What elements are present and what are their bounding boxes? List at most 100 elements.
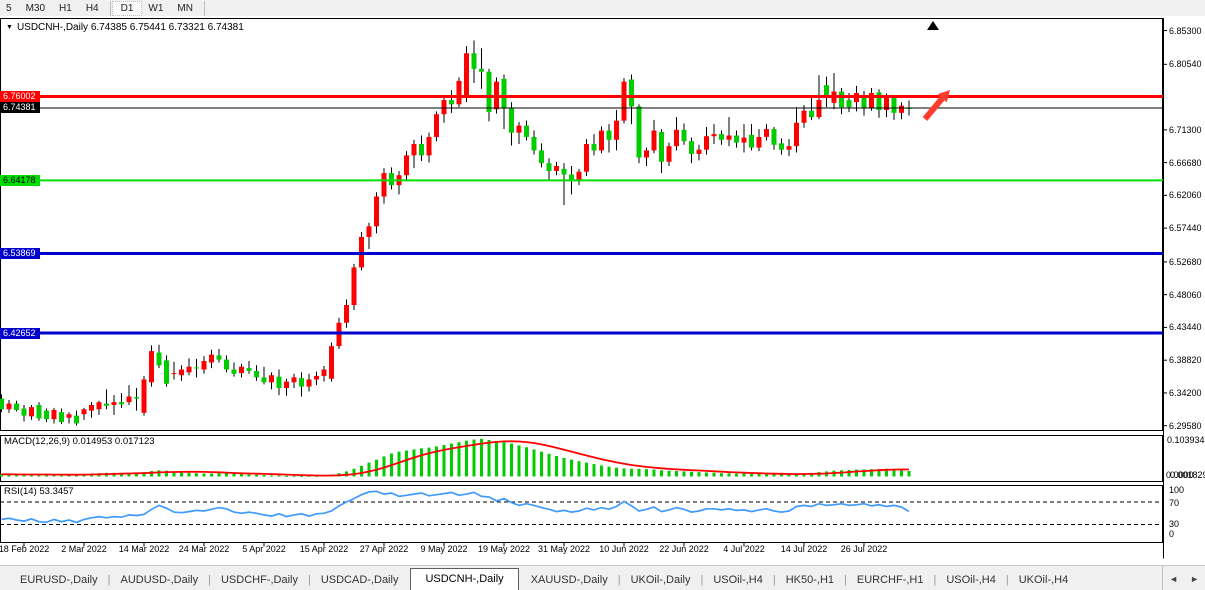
date-axis-label: 10 Jun 2022: [599, 544, 649, 554]
candlestick: [644, 150, 649, 158]
tab-separator: |: [933, 574, 937, 586]
macd-histogram-bar: [127, 473, 131, 477]
candlestick: [636, 106, 642, 158]
macd-histogram-bar: [330, 474, 333, 477]
chart-tab-ukoildaily[interactable]: UKOil-,Daily: [630, 574, 691, 586]
macd-histogram-bar: [315, 475, 318, 477]
macd-histogram-bar: [787, 474, 791, 477]
support-line-blue-2-badge[interactable]: 6.42652: [0, 327, 40, 339]
tab-separator: |: [844, 574, 847, 586]
macd-histogram-bar: [570, 459, 573, 477]
candlestick: [111, 402, 117, 406]
macd-histogram-bar: [795, 473, 798, 477]
macd-histogram-bar: [427, 447, 431, 477]
price-axis-label: 6.71300: [1169, 124, 1202, 135]
candlestick: [299, 378, 304, 387]
chart-tab-eurusddaily[interactable]: EURUSD-,Daily: [20, 574, 98, 586]
candlestick: [659, 131, 664, 162]
timeframe-button-w1[interactable]: W1: [148, 2, 164, 14]
timeframe-button-h1[interactable]: H1: [59, 2, 72, 14]
candlestick: [606, 130, 612, 140]
macd-histogram-bar: [540, 451, 543, 477]
candlestick: [614, 120, 619, 140]
symbol-dropdown-icon[interactable]: ▼: [6, 24, 13, 31]
chart-tab-ukoilh4[interactable]: UKOil-,H4: [1018, 574, 1069, 586]
date-axis-label: 5 Apr 2022: [242, 544, 286, 554]
timeframe-button-m30[interactable]: M30: [25, 2, 46, 14]
macd-histogram-bar: [577, 461, 581, 477]
macd-histogram-bar: [585, 462, 588, 477]
macd-histogram-bar: [472, 439, 476, 477]
support-line-green-badge[interactable]: 6.64178: [0, 174, 40, 186]
resistance-line-red-badge[interactable]: 6.76002: [0, 91, 40, 102]
macd-histogram-bar: [180, 472, 183, 477]
tab-separator: |: [208, 574, 211, 586]
chart-tab-hk50h1[interactable]: HK50-,H1: [785, 574, 834, 586]
candlestick: [524, 125, 529, 137]
current-price-line-badge[interactable]: 6.74381: [0, 102, 40, 114]
macd-histogram-bar: [885, 468, 888, 477]
date-axis-label: 31 May 2022: [537, 544, 591, 554]
candlestick: [479, 68, 484, 72]
macd-histogram-bar: [675, 471, 678, 477]
candlestick: [494, 81, 499, 110]
tab-separator: |: [617, 574, 621, 586]
chart-tab-audusddaily[interactable]: AUDUSD-,Daily: [120, 574, 199, 586]
candlestick: [96, 402, 102, 410]
macd-histogram-bar: [847, 469, 851, 477]
candlestick: [854, 92, 859, 103]
chart-tab-usdcaddaily[interactable]: USDCAD-,Daily: [320, 574, 399, 586]
rsi-line: [1, 490, 910, 524]
chart-region[interactable]: ▼ USDCNH-,Daily 6.74385 6.75441 6.73321 6…: [0, 16, 1205, 565]
chart-tab-xauusddaily[interactable]: XAUUSD-,Daily: [530, 574, 608, 586]
chart-tab-usoilh4[interactable]: USOil-,H4: [713, 574, 763, 586]
candlestick: [651, 130, 657, 151]
macd-histogram-bar: [802, 473, 806, 477]
tabs-scroll-right-icon[interactable]: ►: [1190, 573, 1199, 584]
date-axis-label: 14 Mar 2022: [118, 544, 170, 554]
macd-histogram-bar: [742, 473, 746, 477]
macd-histogram-bar: [307, 475, 311, 477]
price-axis-label: 6.52680: [1169, 256, 1202, 267]
macd-scale-max-label: 0.103934: [1167, 435, 1205, 445]
candlestick: [351, 267, 357, 306]
rsi-scale-label: 30: [1169, 519, 1180, 529]
candlestick: [704, 136, 709, 150]
chart-tab-eurchfh1[interactable]: EURCHF-,H1: [856, 574, 924, 586]
candlestick: [21, 408, 27, 416]
macd-histogram-bar: [547, 453, 551, 477]
candlestick: [119, 402, 124, 405]
candlestick: [696, 149, 702, 154]
timeframe-button-mn[interactable]: MN: [169, 0, 205, 16]
macd-histogram-bar: [165, 470, 168, 477]
macd-histogram-bar: [652, 469, 656, 477]
chart-tab-usdcnhdaily[interactable]: USDCNH-,Daily: [410, 568, 519, 590]
candlestick: [374, 196, 379, 227]
candlestick: [419, 144, 424, 156]
timeframe-button-h4[interactable]: H4: [78, 0, 111, 16]
macd-histogram-bar: [840, 470, 843, 477]
chart-tab-usoilh4[interactable]: USOil-,H4: [946, 574, 996, 586]
timeframe-button-5[interactable]: 5: [6, 2, 12, 14]
macd-indicator-label: MACD(12,26,9) 0.014953 0.017123: [4, 436, 155, 447]
timeframe-button-d1[interactable]: D1: [111, 0, 143, 16]
macd-histogram-bar: [495, 441, 498, 477]
macd-histogram-bar: [195, 473, 198, 477]
macd-histogram-bar: [90, 473, 93, 477]
candlestick: [231, 369, 237, 374]
support-line-blue-1-badge[interactable]: 6.53869: [0, 247, 40, 259]
date-axis-label: 15 Apr 2022: [299, 544, 349, 554]
candlestick: [329, 346, 334, 379]
macd-histogram-bar: [562, 457, 566, 477]
candlestick: [51, 409, 57, 420]
chart-tab-usdchfdaily[interactable]: USDCHF-,Daily: [220, 574, 298, 586]
macd-histogram-bar: [412, 449, 416, 477]
macd-histogram-bar: [105, 472, 108, 477]
candlestick: [884, 97, 889, 110]
date-axis-label: 9 May 2022: [420, 544, 468, 554]
tab-separator: |: [700, 574, 704, 586]
tabs-scroll-left-icon[interactable]: ◄: [1169, 573, 1179, 584]
candlestick: [576, 171, 582, 181]
candlestick: [254, 370, 259, 378]
candlestick: [809, 110, 814, 118]
